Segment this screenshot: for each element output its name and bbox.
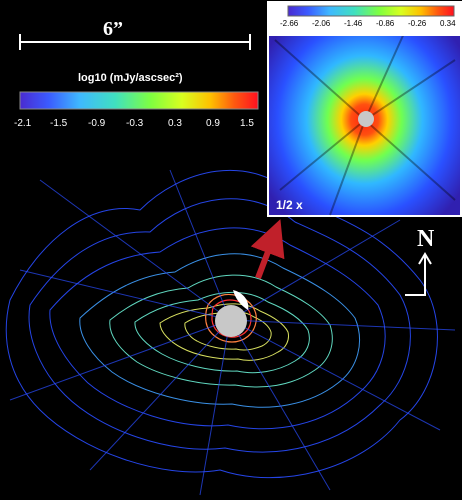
inset-colorbar-tick: -1.46 bbox=[344, 19, 363, 28]
colorbar-title: log10 (mJy/ascsec²) bbox=[78, 72, 183, 84]
outflow-arrow bbox=[250, 219, 285, 280]
compass bbox=[405, 252, 432, 296]
colorbar-tick: -0.3 bbox=[126, 118, 144, 129]
inset-colorbar-tick: -2.66 bbox=[280, 19, 299, 28]
scale-bar bbox=[19, 34, 251, 50]
colorbar-tick: -1.5 bbox=[50, 118, 68, 129]
inset-colorbar-tick: -0.26 bbox=[408, 19, 427, 28]
central-star bbox=[215, 305, 247, 337]
colorbar-tick: 0.3 bbox=[168, 118, 182, 129]
inset-colorbar-tick: -2.06 bbox=[312, 19, 331, 28]
inset-colorbar bbox=[287, 5, 455, 17]
colorbar-tick: 1.5 bbox=[240, 118, 254, 129]
main-colorbar bbox=[19, 91, 259, 110]
colorbar-tick: 0.9 bbox=[206, 118, 220, 129]
inset-colorbar-tick: 0.34 bbox=[440, 19, 456, 28]
inset-colorbar-tick: -0.86 bbox=[376, 19, 395, 28]
colorbar-tick: -0.9 bbox=[88, 118, 106, 129]
inset-panel bbox=[267, 1, 462, 217]
colorbar-tick: -2.1 bbox=[14, 118, 32, 129]
north-label: N bbox=[417, 226, 435, 252]
scale-label: 6” bbox=[103, 18, 123, 40]
inset-label: 1/2 x bbox=[276, 198, 303, 212]
